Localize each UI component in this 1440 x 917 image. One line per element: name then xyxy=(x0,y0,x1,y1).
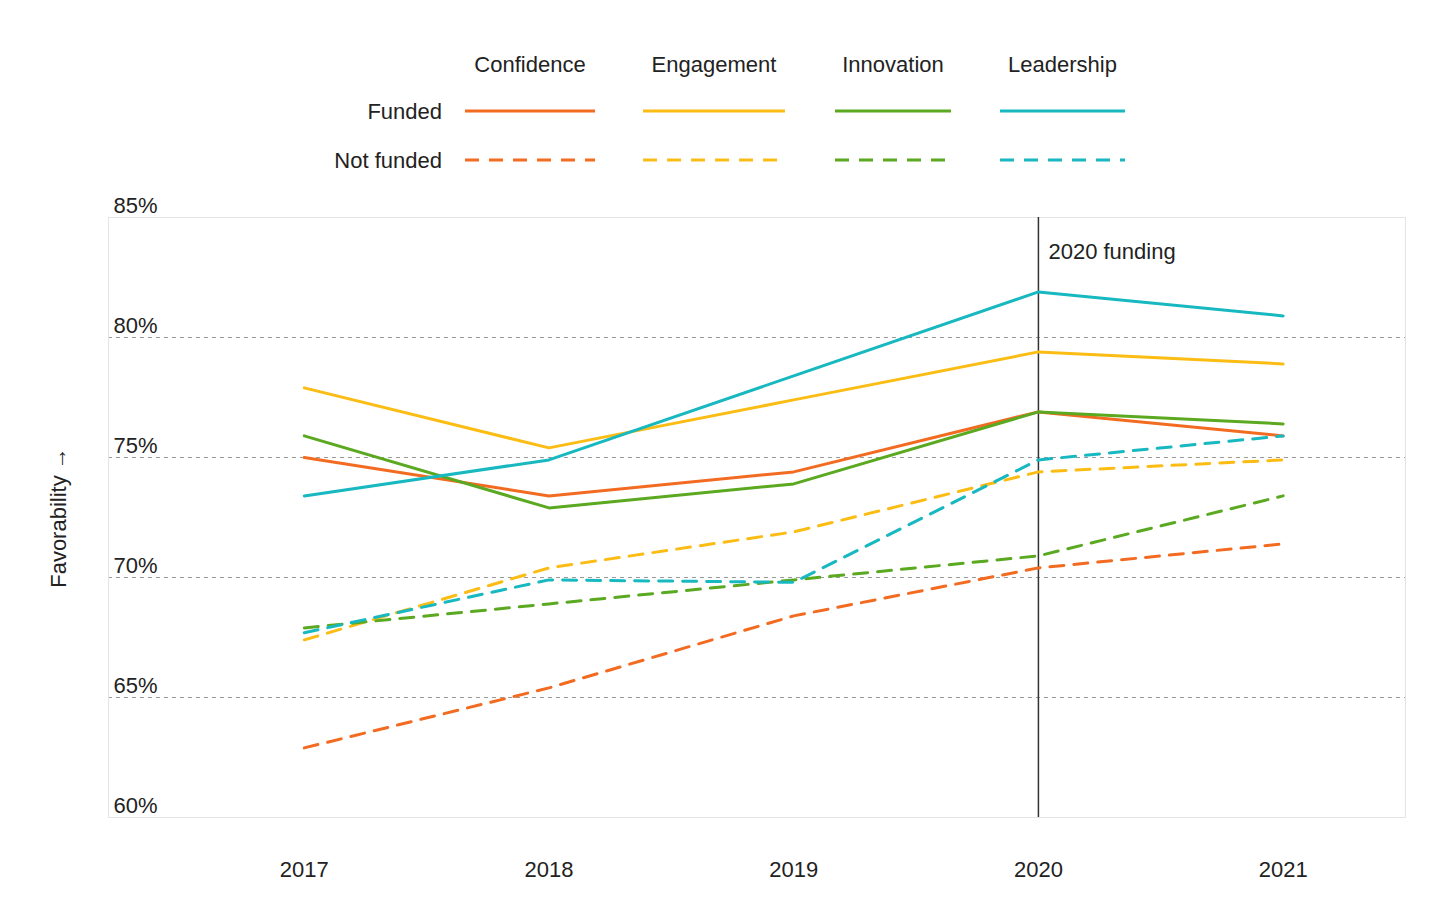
svg-text:2020: 2020 xyxy=(1014,857,1063,882)
svg-text:Favorability →: Favorability → xyxy=(46,447,71,588)
svg-text:80%: 80% xyxy=(113,313,157,338)
svg-text:Innovation: Innovation xyxy=(842,52,944,77)
svg-text:75%: 75% xyxy=(113,433,157,458)
svg-text:60%: 60% xyxy=(113,793,157,818)
svg-text:Not funded: Not funded xyxy=(334,148,442,173)
svg-text:2018: 2018 xyxy=(525,857,574,882)
svg-text:65%: 65% xyxy=(113,673,157,698)
svg-text:70%: 70% xyxy=(113,553,157,578)
svg-text:Confidence: Confidence xyxy=(474,52,585,77)
svg-text:Leadership: Leadership xyxy=(1008,52,1117,77)
svg-text:85%: 85% xyxy=(113,193,157,218)
svg-text:Funded: Funded xyxy=(367,99,442,124)
svg-text:2017: 2017 xyxy=(280,857,329,882)
svg-text:Engagement: Engagement xyxy=(652,52,777,77)
svg-text:2019: 2019 xyxy=(769,857,818,882)
svg-text:2021: 2021 xyxy=(1259,857,1308,882)
svg-text:2020 funding: 2020 funding xyxy=(1048,239,1175,264)
